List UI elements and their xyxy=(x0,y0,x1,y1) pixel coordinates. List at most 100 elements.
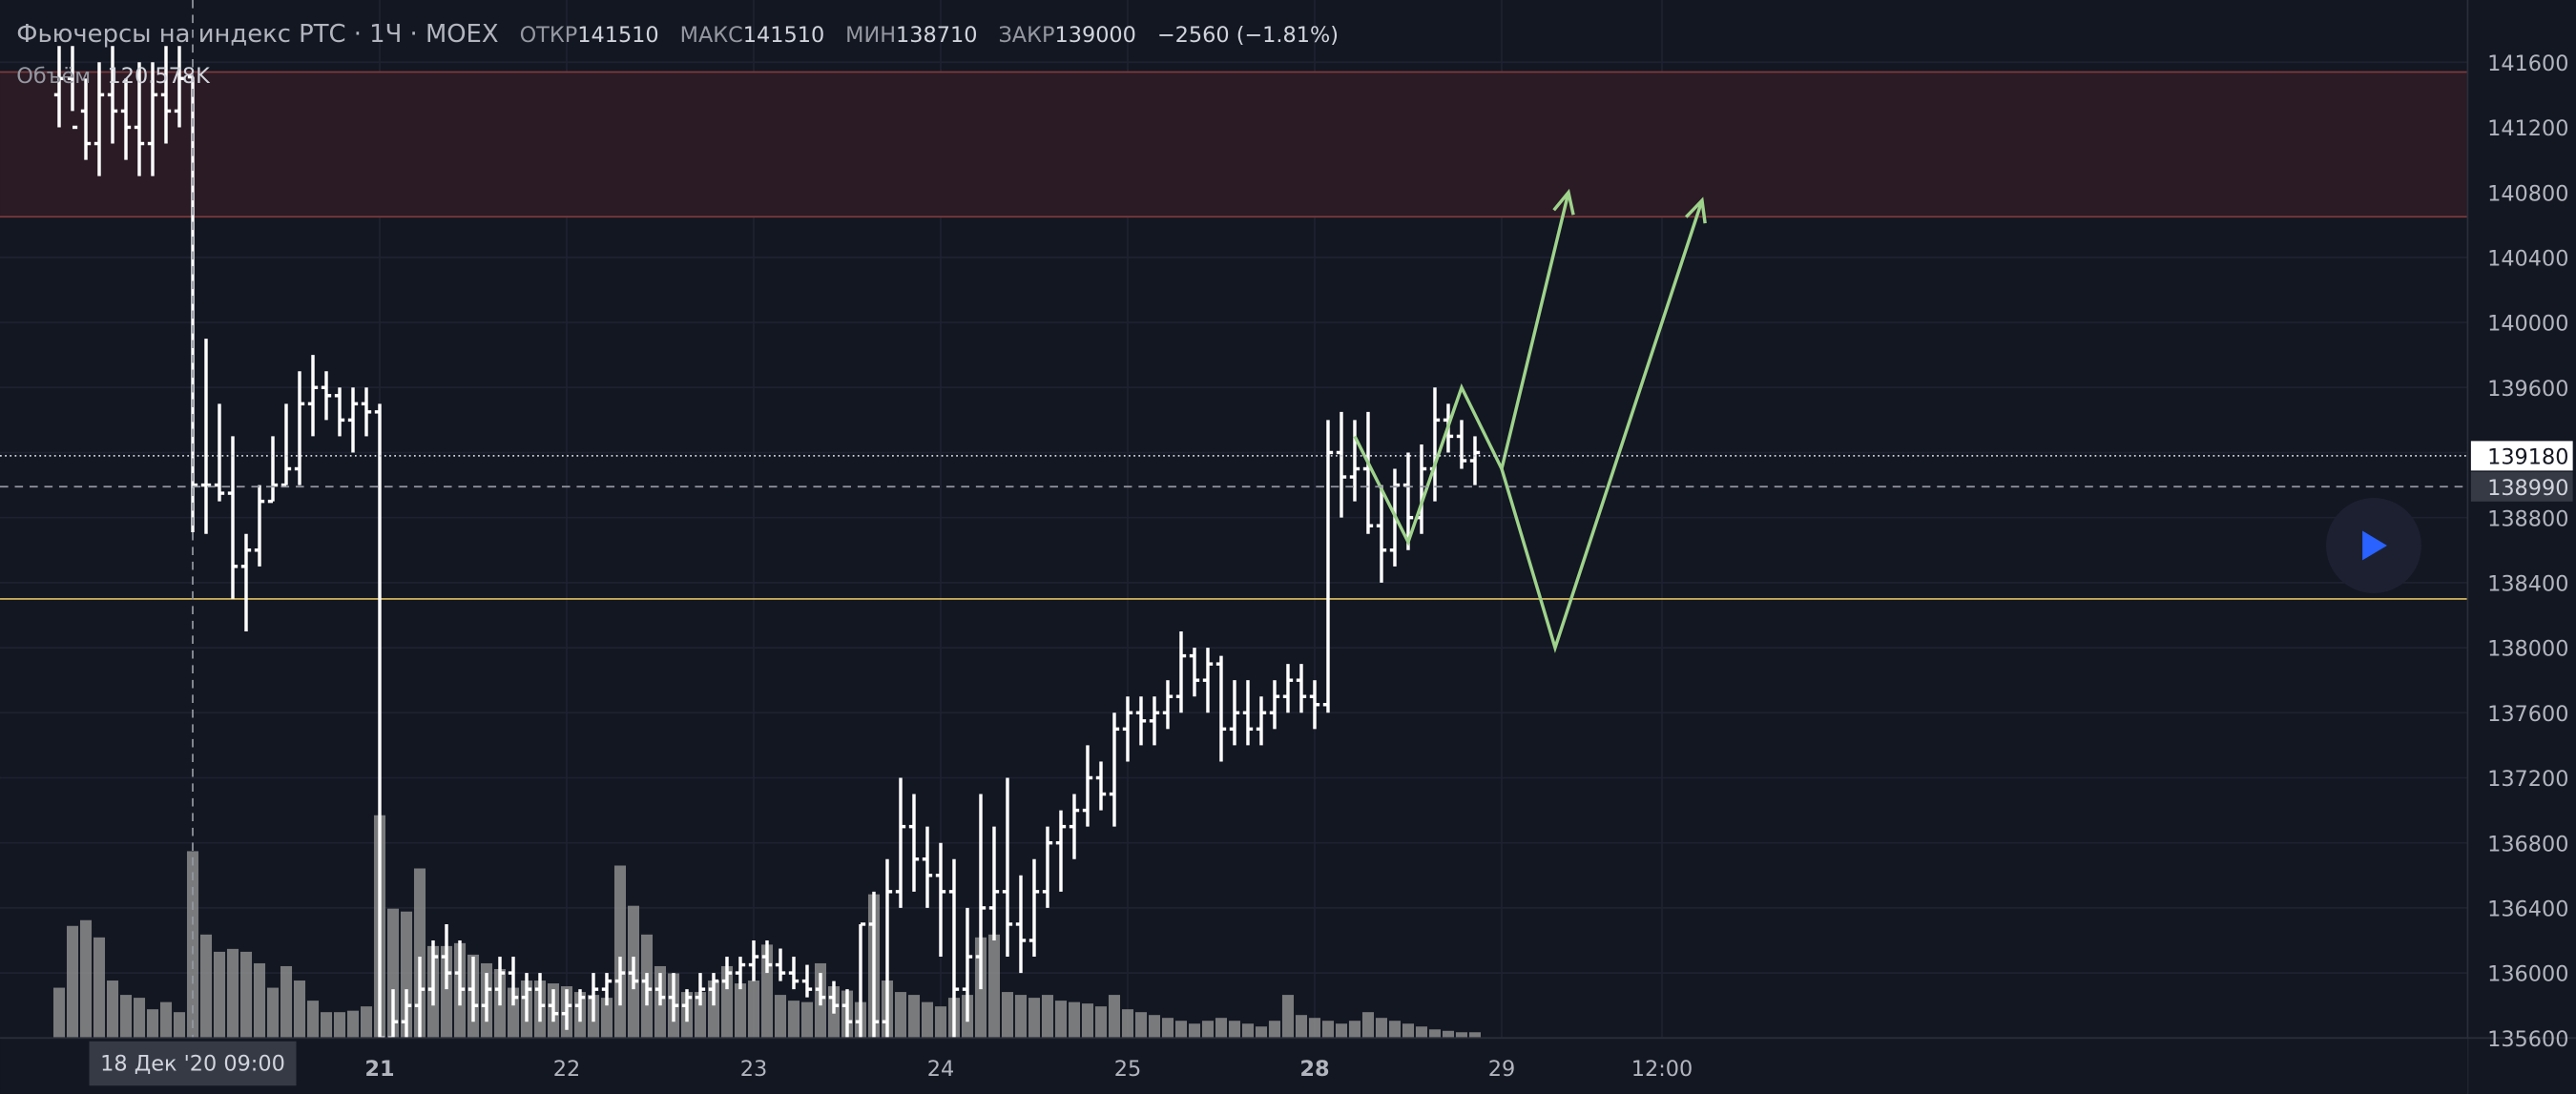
ohlc-bar xyxy=(1069,794,1080,859)
volume-bar xyxy=(1068,1001,1081,1039)
symbol-title: Фьючерсы на индекс РТС xyxy=(16,19,346,49)
volume-bar xyxy=(346,1010,360,1039)
ohlc-bar xyxy=(868,891,880,1039)
ohlc-bar xyxy=(748,939,759,981)
ohlc-bar xyxy=(334,387,345,437)
ohlc-bar xyxy=(628,957,639,990)
volume-bar xyxy=(1375,1018,1388,1039)
ohlc-bar xyxy=(668,973,679,1022)
volume-bar xyxy=(734,983,747,1039)
ohlc-bar xyxy=(361,387,372,437)
price-tick-label: 138000 xyxy=(2487,637,2568,662)
time-tick-label: 23 xyxy=(740,1057,767,1082)
volume-bar xyxy=(293,980,306,1039)
volume-bar xyxy=(600,998,613,1039)
forecast-arrowhead-2 xyxy=(1684,196,1707,224)
volume-bar xyxy=(66,925,79,1039)
ohlc-bar xyxy=(1256,696,1267,746)
ohlc-bar xyxy=(788,957,800,990)
volume-bar xyxy=(1014,995,1028,1039)
price-tick-label: 140800 xyxy=(2487,181,2568,206)
volume-bar xyxy=(360,1006,373,1039)
replay-play-button[interactable] xyxy=(2326,497,2422,593)
volume-bar xyxy=(106,980,119,1039)
volume-bar xyxy=(1148,1015,1161,1039)
volume-bar xyxy=(239,951,253,1039)
volume-bar xyxy=(1442,1030,1455,1039)
ohlc-bar xyxy=(681,989,693,1022)
price-tick-label: 136800 xyxy=(2487,832,2568,857)
volume-bar xyxy=(707,980,720,1039)
ohlc-bar xyxy=(801,964,813,998)
ohlc-bar xyxy=(147,62,158,176)
volume-bar xyxy=(1241,1023,1255,1039)
ohlc-bar xyxy=(962,907,973,1022)
volume-bar xyxy=(987,934,1001,1039)
legend-sep: · xyxy=(353,19,370,49)
ohlc-bar xyxy=(654,973,666,1006)
ohlc-bar xyxy=(1095,761,1107,811)
price-tick-label: 141200 xyxy=(2487,116,2568,141)
volume-bar xyxy=(1388,1021,1402,1039)
ohlc-bar xyxy=(1042,826,1053,908)
ohlc-bar xyxy=(935,842,946,958)
ohlc-bar xyxy=(1175,631,1187,713)
forecast-path-2 xyxy=(1500,199,1704,653)
volume-bar xyxy=(1215,1018,1228,1039)
volume-bar xyxy=(800,1001,814,1039)
ohlc-bar xyxy=(548,989,559,1022)
crosshair-time-label: 18 Дек '20 09:00 xyxy=(100,1052,285,1077)
time-tick-label: 29 xyxy=(1488,1057,1515,1082)
legend-sep: · xyxy=(409,19,426,49)
ohlc-bar xyxy=(1429,387,1441,502)
crosshair-price-box xyxy=(2470,471,2573,502)
price-tick-label: 139600 xyxy=(2487,377,2568,402)
low-label: МИН xyxy=(845,22,897,48)
high-value: 141510 xyxy=(742,22,825,48)
volume-bar xyxy=(320,1012,333,1039)
ohlc-bar xyxy=(1309,680,1320,730)
volume-bar xyxy=(1268,1021,1281,1039)
ohlc-bar xyxy=(841,989,853,1039)
volume-bar xyxy=(413,868,426,1039)
ohlc-bar xyxy=(254,485,265,567)
change-value: −2560 (−1.81%) xyxy=(1156,22,1339,48)
ohlc-bar xyxy=(1349,420,1361,502)
ohlc-bar xyxy=(521,973,532,1022)
volume-bar xyxy=(1041,995,1054,1039)
ohlc-bar xyxy=(975,794,987,990)
volume-bar xyxy=(1361,1012,1375,1039)
time-tick-label: 24 xyxy=(927,1057,954,1082)
volume-bar xyxy=(333,1012,346,1039)
ohlc-bar xyxy=(1015,875,1027,974)
ohlc-bar xyxy=(1109,712,1120,827)
ohlc-bar xyxy=(1135,696,1147,746)
volume-bar xyxy=(787,1001,800,1039)
ohlc-bar xyxy=(467,957,479,1022)
volume-bar xyxy=(1281,995,1295,1039)
ohlc-bar xyxy=(267,436,279,504)
time-tick-label: 28 xyxy=(1299,1057,1329,1082)
volume-value: 120.578K xyxy=(107,64,210,90)
volume-bar xyxy=(173,1012,186,1039)
volume-bar xyxy=(1428,1029,1442,1039)
crosshair-price-label: 138990 xyxy=(2487,476,2568,501)
volume-bar xyxy=(1228,1021,1241,1039)
ohlc-bar xyxy=(948,858,960,1039)
volume-bar xyxy=(507,987,520,1039)
ohlc-bar xyxy=(721,957,733,990)
ohlc-bar xyxy=(1376,485,1387,583)
price-tick-label: 136000 xyxy=(2487,962,2568,987)
symbol-legend: Фьючерсы на индекс РТС · 1Ч · MOEX ОТКР1… xyxy=(16,20,1339,49)
ohlc-bar xyxy=(508,957,519,1006)
volume-bar xyxy=(280,965,293,1039)
ohlc-bar xyxy=(1282,664,1294,713)
ohlc-bar xyxy=(280,403,292,487)
ohlc-bar xyxy=(1269,680,1280,730)
ohlc-bar xyxy=(695,973,706,1006)
ohlc-bar xyxy=(922,826,933,908)
ohlc-bar xyxy=(347,387,359,453)
price-tick-label: 138400 xyxy=(2487,571,2568,596)
